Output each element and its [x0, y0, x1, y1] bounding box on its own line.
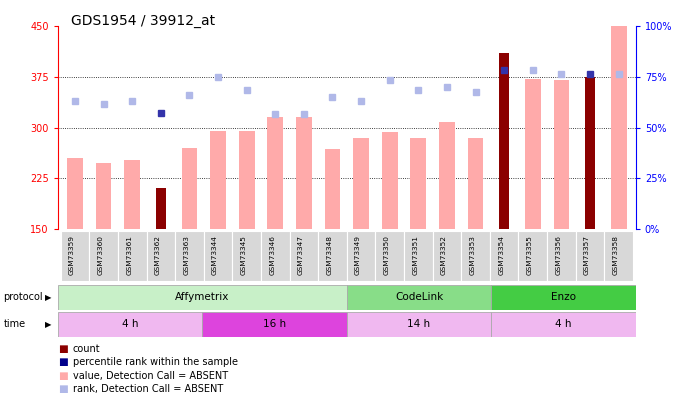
Text: GDS1954 / 39912_at: GDS1954 / 39912_at	[71, 14, 216, 28]
Text: GSM73347: GSM73347	[298, 235, 304, 275]
Bar	[58, 285, 347, 310]
Bar	[347, 231, 375, 281]
Text: GSM73363: GSM73363	[184, 235, 190, 275]
Bar	[432, 231, 461, 281]
Bar	[203, 312, 347, 337]
Bar	[492, 285, 636, 310]
Text: 4 h: 4 h	[122, 320, 138, 329]
Text: GSM73351: GSM73351	[412, 235, 418, 275]
Bar	[204, 231, 233, 281]
Text: ■: ■	[58, 358, 67, 367]
Bar	[492, 312, 636, 337]
Bar	[67, 158, 83, 229]
Bar	[525, 79, 541, 229]
Bar	[324, 149, 341, 229]
Bar	[605, 231, 633, 281]
Text: GSM73356: GSM73356	[556, 235, 562, 275]
Text: ■: ■	[58, 371, 67, 381]
Bar	[261, 231, 290, 281]
Bar	[382, 132, 398, 229]
Text: GSM73346: GSM73346	[269, 235, 275, 275]
Text: 16 h: 16 h	[263, 320, 286, 329]
Bar	[439, 122, 455, 229]
Bar	[554, 80, 569, 229]
Bar	[347, 285, 492, 310]
Bar	[499, 53, 509, 229]
Bar	[290, 231, 318, 281]
Text: ▶: ▶	[44, 293, 51, 302]
Text: GSM73361: GSM73361	[126, 235, 132, 275]
Bar	[576, 231, 605, 281]
Text: GSM73345: GSM73345	[241, 235, 247, 275]
Bar	[468, 138, 483, 229]
Bar	[461, 231, 490, 281]
Bar	[347, 312, 492, 337]
Text: 14 h: 14 h	[407, 320, 430, 329]
Bar	[547, 231, 576, 281]
Text: GSM73355: GSM73355	[527, 235, 533, 275]
Bar	[233, 231, 261, 281]
Bar	[375, 231, 404, 281]
Bar	[89, 231, 118, 281]
Text: GSM73357: GSM73357	[584, 235, 590, 275]
Bar	[353, 138, 369, 229]
Text: rank, Detection Call = ABSENT: rank, Detection Call = ABSENT	[73, 384, 223, 394]
Text: GSM73358: GSM73358	[613, 235, 619, 275]
Bar	[267, 117, 283, 229]
Bar	[96, 163, 112, 229]
Bar	[585, 77, 595, 229]
Text: GSM73349: GSM73349	[355, 235, 361, 275]
Bar	[118, 231, 146, 281]
Text: Enzo: Enzo	[551, 292, 576, 302]
Bar	[175, 231, 204, 281]
Bar	[58, 312, 203, 337]
Bar	[182, 148, 197, 229]
Text: GSM73352: GSM73352	[441, 235, 447, 275]
Text: Affymetrix: Affymetrix	[175, 292, 229, 302]
Text: GSM73360: GSM73360	[98, 235, 103, 275]
Bar	[124, 160, 140, 229]
Bar	[404, 231, 432, 281]
Bar	[239, 131, 254, 229]
Text: CodeLink: CodeLink	[395, 292, 443, 302]
Text: GSM73344: GSM73344	[212, 235, 218, 275]
Text: ▶: ▶	[44, 320, 51, 329]
Bar	[318, 231, 347, 281]
Text: 4 h: 4 h	[556, 320, 572, 329]
Text: ■: ■	[58, 384, 67, 394]
Text: GSM73362: GSM73362	[155, 235, 160, 275]
Text: GSM73348: GSM73348	[326, 235, 333, 275]
Bar	[611, 26, 626, 229]
Bar	[146, 231, 175, 281]
Text: time: time	[3, 320, 26, 329]
Text: count: count	[73, 344, 101, 354]
Text: percentile rank within the sample: percentile rank within the sample	[73, 358, 238, 367]
Bar	[296, 117, 311, 229]
Text: GSM73350: GSM73350	[384, 235, 390, 275]
Bar	[156, 188, 166, 229]
Bar	[490, 231, 518, 281]
Text: GSM73353: GSM73353	[470, 235, 475, 275]
Bar	[61, 231, 89, 281]
Bar	[210, 131, 226, 229]
Bar	[411, 138, 426, 229]
Text: value, Detection Call = ABSENT: value, Detection Call = ABSENT	[73, 371, 228, 381]
Text: GSM73354: GSM73354	[498, 235, 504, 275]
Text: protocol: protocol	[3, 292, 43, 302]
Text: ■: ■	[58, 344, 67, 354]
Bar	[518, 231, 547, 281]
Text: GSM73359: GSM73359	[69, 235, 75, 275]
